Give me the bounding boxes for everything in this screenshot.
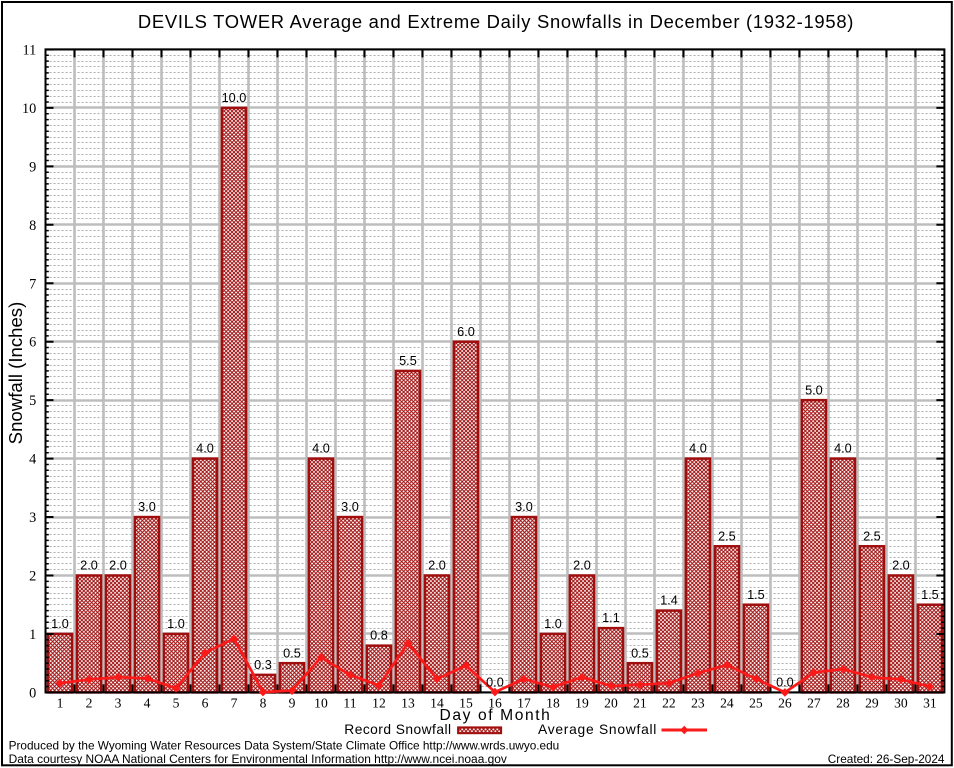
svg-text:15: 15 [459, 696, 473, 711]
svg-text:30: 30 [894, 696, 908, 711]
svg-text:0: 0 [29, 685, 36, 701]
svg-text:3.0: 3.0 [138, 500, 156, 514]
svg-text:2: 2 [86, 696, 93, 711]
svg-text:5: 5 [173, 696, 180, 711]
svg-text:0.8: 0.8 [370, 629, 388, 643]
svg-text:2.0: 2.0 [80, 559, 98, 573]
svg-text:0.3: 0.3 [254, 658, 272, 672]
svg-text:2.0: 2.0 [428, 559, 446, 573]
svg-text:3.0: 3.0 [515, 500, 533, 514]
svg-text:2.0: 2.0 [573, 559, 591, 573]
svg-text:12: 12 [372, 696, 386, 711]
svg-text:9: 9 [29, 159, 36, 175]
svg-text:Data courtesy NOAA National Ce: Data courtesy NOAA National Centers for … [9, 752, 507, 766]
svg-text:2.0: 2.0 [892, 559, 910, 573]
svg-text:24: 24 [720, 696, 734, 711]
svg-text:21: 21 [633, 696, 647, 711]
svg-text:Record Snowfall: Record Snowfall [344, 722, 451, 737]
svg-text:2.5: 2.5 [863, 529, 881, 543]
svg-text:4: 4 [144, 696, 151, 711]
svg-text:27: 27 [807, 696, 821, 711]
svg-text:Average Snowfall: Average Snowfall [538, 722, 657, 737]
svg-text:10: 10 [314, 696, 328, 711]
svg-text:1.0: 1.0 [167, 617, 185, 631]
svg-text:13: 13 [401, 696, 415, 711]
svg-text:1.0: 1.0 [51, 617, 69, 631]
svg-text:7: 7 [29, 276, 36, 292]
svg-text:18: 18 [546, 696, 560, 711]
svg-text:4.0: 4.0 [834, 442, 852, 456]
svg-text:8: 8 [260, 696, 267, 711]
svg-text:5.0: 5.0 [805, 383, 823, 397]
svg-text:1: 1 [57, 696, 64, 711]
svg-text:22: 22 [662, 696, 676, 711]
svg-text:17: 17 [517, 696, 531, 711]
svg-text:Snowfall (Inches): Snowfall (Inches) [5, 302, 26, 445]
svg-text:31: 31 [923, 696, 937, 711]
svg-text:7: 7 [231, 696, 238, 711]
svg-text:9: 9 [289, 696, 296, 711]
svg-text:2.0: 2.0 [109, 559, 127, 573]
svg-text:29: 29 [865, 696, 879, 711]
svg-text:Produced by the Wyoming Water: Produced by the Wyoming Water Resources … [9, 739, 560, 753]
svg-text:19: 19 [575, 696, 589, 711]
svg-text:Created: 26-Sep-2024: Created: 26-Sep-2024 [828, 752, 945, 766]
svg-text:6.0: 6.0 [457, 325, 475, 339]
svg-text:14: 14 [430, 696, 444, 711]
svg-text:1.1: 1.1 [602, 611, 620, 625]
svg-text:20: 20 [604, 696, 618, 711]
svg-text:8: 8 [29, 218, 36, 234]
svg-text:Day of Month: Day of Month [440, 707, 552, 724]
svg-text:23: 23 [691, 696, 705, 711]
svg-text:2: 2 [29, 569, 36, 585]
svg-text:10: 10 [22, 101, 36, 117]
svg-text:1.0: 1.0 [544, 617, 562, 631]
svg-text:16: 16 [488, 696, 502, 711]
svg-text:28: 28 [836, 696, 850, 711]
svg-text:4.0: 4.0 [196, 442, 214, 456]
svg-text:3.0: 3.0 [341, 500, 359, 514]
svg-text:4: 4 [29, 452, 36, 468]
svg-text:4.0: 4.0 [689, 442, 707, 456]
svg-text:2.5: 2.5 [718, 529, 736, 543]
svg-text:6: 6 [202, 696, 209, 711]
svg-text:DEVILS TOWER Average and Extre: DEVILS TOWER Average and Extreme Daily S… [138, 11, 854, 32]
svg-text:0.0: 0.0 [486, 676, 504, 690]
svg-text:3: 3 [29, 510, 36, 526]
svg-text:0.5: 0.5 [631, 646, 649, 660]
svg-text:0.5: 0.5 [283, 646, 301, 660]
svg-text:5: 5 [29, 393, 36, 409]
svg-text:4.0: 4.0 [312, 442, 330, 456]
svg-text:1: 1 [29, 627, 36, 643]
svg-text:3: 3 [115, 696, 122, 711]
svg-text:26: 26 [778, 696, 792, 711]
svg-text:6: 6 [29, 335, 36, 351]
svg-text:5.5: 5.5 [399, 354, 417, 368]
svg-text:1.5: 1.5 [921, 588, 939, 602]
svg-text:1.4: 1.4 [660, 594, 678, 608]
svg-text:1.5: 1.5 [747, 588, 765, 602]
svg-text:25: 25 [749, 696, 763, 711]
svg-text:11: 11 [23, 42, 37, 58]
svg-text:10.0: 10.0 [222, 91, 247, 105]
svg-text:11: 11 [343, 696, 356, 711]
svg-text:0.0: 0.0 [776, 676, 794, 690]
